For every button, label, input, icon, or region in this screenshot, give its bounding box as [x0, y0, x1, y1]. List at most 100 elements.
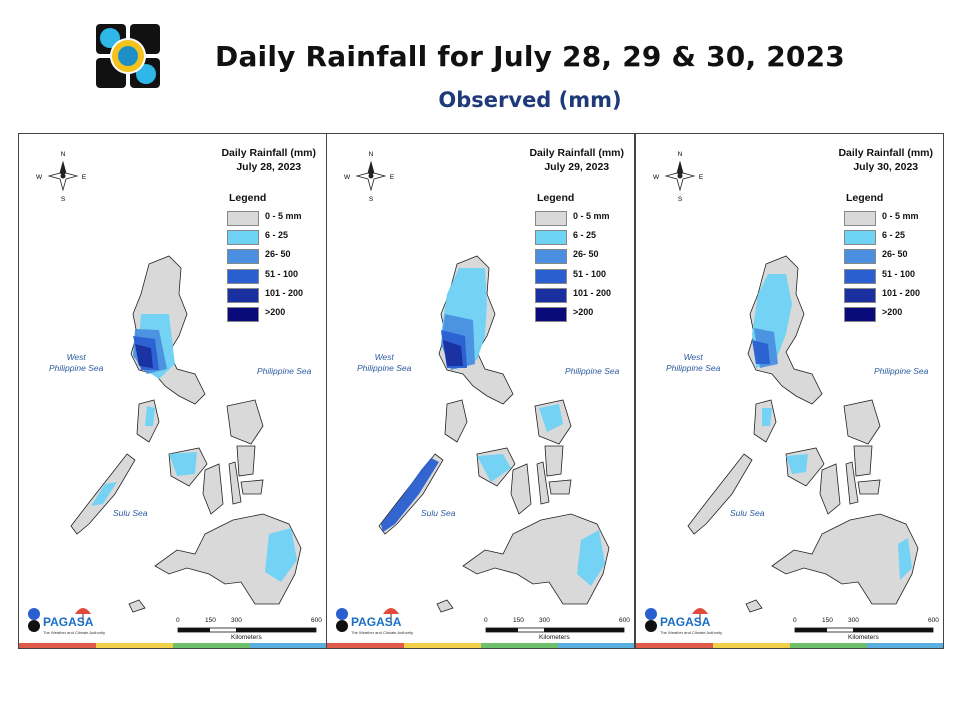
cebu-island [228, 461, 242, 505]
label-philippine-sea: Philippine Sea [565, 366, 620, 376]
compass-label-w: W [344, 174, 351, 181]
cebu-island [536, 461, 550, 505]
scale-tick: 600 [619, 617, 630, 624]
panel-title-date: July 29, 2023 [544, 161, 610, 173]
panel-title: Daily Rainfall (mm) July 29, 2023 [529, 146, 624, 174]
legend-label: 6 - 25 [265, 230, 289, 241]
legend-label: 26- 50 [882, 249, 908, 260]
footer-stripe [250, 643, 326, 648]
legend-title: Legend [846, 192, 884, 204]
label-west-philippine-sea: West Philippine Sea [49, 352, 104, 373]
label-philippine-sea: Philippine Sea [257, 366, 312, 376]
compass-rose-icon: N S E W [344, 151, 395, 203]
legend-label: 101 - 200 [265, 287, 304, 298]
compass-label-s: S [678, 196, 683, 203]
compass-north-arrow [368, 162, 374, 176]
rain-101-200 [443, 340, 463, 366]
rain-6-25 [786, 454, 808, 474]
legend-label: 51 - 100 [882, 268, 916, 279]
scale-tick: 300 [231, 617, 242, 624]
legend-swatch [844, 211, 876, 226]
legend-swatch [535, 211, 567, 226]
map-land-group [687, 255, 919, 613]
map-land-group [378, 255, 610, 613]
legend-swatch [844, 230, 876, 246]
scale-bar-segment [486, 628, 518, 632]
rain-6-25 [898, 538, 912, 580]
compass-label-e: E [82, 174, 87, 181]
pagasa-wordmark: PAGASA [43, 615, 94, 629]
compass-label-n: N [61, 151, 66, 158]
bohol-island [240, 479, 264, 495]
compass-label-s: S [61, 196, 66, 203]
compass-label-n: N [678, 151, 683, 158]
legend-label: 0 - 5 mm [882, 211, 919, 221]
panel-title-line1: Daily Rainfall (mm) [529, 147, 624, 159]
compass-rose-icon: N S E W [36, 151, 87, 203]
footer-stripe [19, 643, 96, 648]
compass-center [368, 173, 374, 179]
pagasa-wordmark: PAGASA [660, 615, 711, 629]
pagasa-tagline: The Weather and Climate Authority [43, 630, 105, 635]
compass-rose-icon: N S E W [653, 151, 704, 203]
legend-swatch [844, 249, 876, 265]
scale-tick: 0 [793, 617, 797, 624]
rain-101-200 [135, 344, 153, 368]
compass-north-arrow [677, 162, 683, 176]
legend-title: Legend [229, 192, 267, 204]
scale-bar-segment [853, 628, 933, 632]
legend-title: Legend [537, 192, 575, 204]
label-west-philippine-sea: West Philippine Sea [357, 352, 412, 373]
legend-swatch [535, 249, 567, 265]
pagasa-logo-mark [28, 620, 40, 632]
label-west-philippine-sea: West Philippine Sea [666, 352, 721, 373]
leyte-island [853, 445, 873, 477]
legend-swatch [227, 211, 259, 226]
panel-title-date: July 28, 2023 [236, 161, 302, 173]
page-subtitle: Observed (mm) [438, 88, 622, 112]
footer-stripe [481, 643, 558, 648]
footer-stripe [867, 643, 943, 648]
legend-label: 51 - 100 [265, 268, 299, 279]
negros-island [510, 463, 532, 515]
pagasa-seal-logo [96, 24, 160, 88]
compass-label-e: E [390, 174, 395, 181]
legend-label: >200 [882, 306, 903, 317]
pagasa-logo-mark [336, 608, 348, 620]
scale-tick: 300 [848, 617, 859, 624]
scale-bar-segment [236, 628, 316, 632]
panel-title-line1: Daily Rainfall (mm) [838, 147, 933, 159]
pagasa-logo-mark [28, 608, 40, 620]
negros-island [819, 463, 841, 515]
palawan-island [687, 453, 753, 535]
scale-tick: 600 [928, 617, 939, 624]
mindanao-island [462, 513, 610, 605]
map-land-group [70, 255, 302, 613]
compass-north-arrow [60, 162, 66, 176]
legend-label: 0 - 5 mm [573, 211, 610, 221]
legend-swatch [535, 306, 567, 322]
label-philippine-sea: Philippine Sea [874, 366, 929, 376]
scale-unit: Kilometers [539, 634, 570, 641]
leyte-island [544, 445, 564, 477]
compass-label-w: W [36, 174, 43, 181]
rain-6-25 [539, 404, 563, 432]
rain-6-25 [145, 406, 155, 426]
rain-6-25 [169, 452, 197, 476]
rain-6-25 [265, 528, 297, 582]
label-sulu-sea: Sulu Sea [730, 508, 765, 518]
panel-title-line1: Daily Rainfall (mm) [221, 147, 316, 159]
mindanao-island [154, 513, 302, 605]
scale-bar-segment [544, 628, 624, 632]
scale-tick: 0 [484, 617, 488, 624]
scale-bar [794, 627, 934, 633]
legend-swatch [227, 306, 259, 322]
umbrella-icon [692, 608, 708, 614]
pagasa-logo-mark [645, 608, 657, 620]
